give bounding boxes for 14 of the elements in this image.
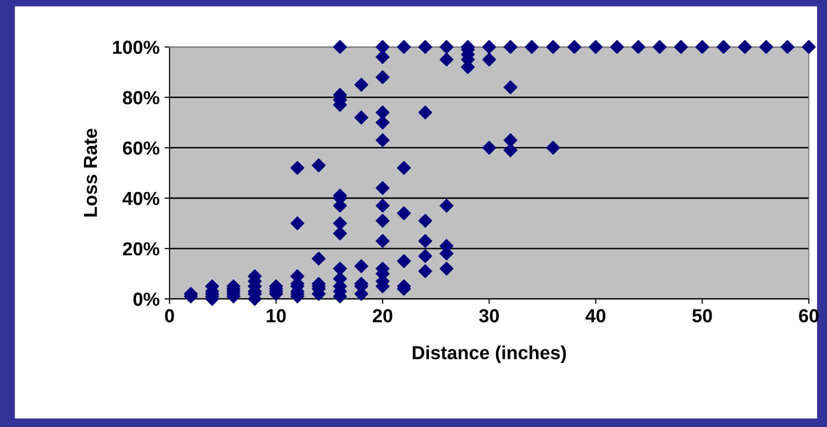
x-tick-label: 20	[372, 309, 392, 322]
x-tick-label: 40	[586, 309, 606, 322]
x-tick-label: 0	[165, 309, 174, 322]
y-tick-label: 20%	[122, 242, 160, 256]
y-tick-label: 0%	[133, 292, 160, 306]
y-tick-label: 60%	[122, 141, 160, 155]
x-axis-title: Distance (inches)	[412, 346, 566, 364]
x-tick-label: 30	[479, 309, 499, 322]
y-tick-label: 100%	[113, 40, 160, 54]
y-axis-title: Loss Rate	[84, 128, 98, 216]
y-tick-label: 80%	[122, 91, 160, 104]
x-tick-label: 10	[266, 309, 286, 322]
x-tick-label: 50	[692, 309, 712, 322]
y-tick-label: 40%	[122, 192, 160, 206]
